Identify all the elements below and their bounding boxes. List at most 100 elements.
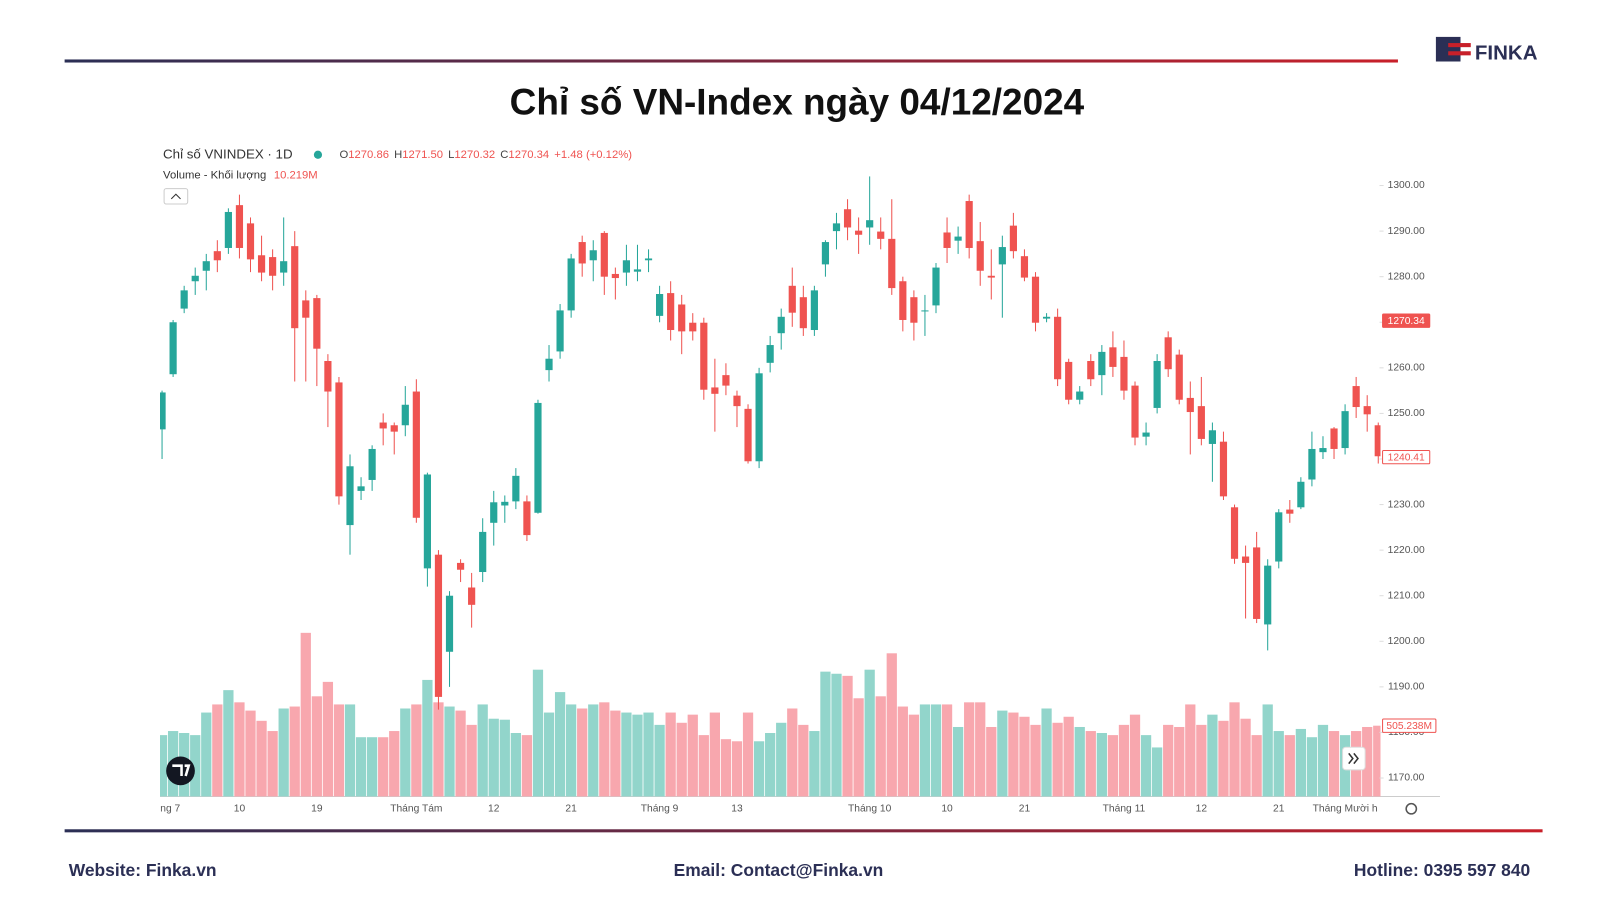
candle-body <box>246 223 255 260</box>
ohlc-key: L <box>448 149 454 161</box>
y-tick-label: 1260.00 <box>1388 363 1425 374</box>
volume-bar <box>610 710 621 797</box>
volume-bar <box>787 708 798 797</box>
volume-bar <box>499 719 510 797</box>
candle-body <box>401 404 409 426</box>
ohlc-key: H <box>394 149 402 161</box>
candle-body <box>302 300 310 318</box>
candle-body <box>622 260 631 273</box>
volume-bar <box>566 704 577 797</box>
candle-body <box>1230 507 1239 559</box>
candle-body <box>1153 361 1161 408</box>
y-tick-label: 1170.00 <box>1388 773 1425 784</box>
volume-bar <box>919 704 931 797</box>
candle-body <box>269 257 277 276</box>
volume-bar <box>1063 716 1074 797</box>
ohlc-change: +1.48 (+0.12%) <box>554 149 632 161</box>
candle-body <box>733 395 741 407</box>
volume-bar <box>554 692 566 797</box>
volume-bar <box>521 735 533 797</box>
volume-bar <box>1052 722 1063 797</box>
candle-body <box>965 201 973 248</box>
x-tick-label: Tháng Tám <box>390 803 442 814</box>
logo-text: FINKA <box>1475 42 1538 65</box>
candle-body <box>700 322 708 390</box>
volume-bar <box>300 632 311 797</box>
x-tick-label: 19 <box>311 803 323 814</box>
candle-body <box>1186 397 1194 413</box>
candle-body <box>379 422 387 429</box>
scroll-button[interactable] <box>1342 746 1366 771</box>
x-tick-label: 10 <box>941 803 953 814</box>
x-tick-label: 21 <box>565 803 577 814</box>
candle-body <box>633 269 642 272</box>
candle-body <box>1219 441 1228 497</box>
volume-bar <box>654 724 665 797</box>
candle-body <box>357 486 365 491</box>
candle-body <box>1363 406 1371 415</box>
volume-bar <box>444 706 455 797</box>
candle-body <box>1109 347 1117 367</box>
candle-body <box>512 475 520 502</box>
volume-bar <box>776 722 787 797</box>
candle-body <box>202 261 210 271</box>
status-dot <box>313 150 323 159</box>
candle-body <box>832 223 841 232</box>
volume-bar <box>1174 726 1185 797</box>
candle-body <box>667 293 675 331</box>
x-tick-label: Tháng 11 <box>1103 803 1146 814</box>
volume-bar <box>1041 708 1052 797</box>
volume-bar <box>466 724 477 797</box>
candle-body <box>921 310 929 312</box>
candle-body <box>1253 547 1261 619</box>
candle-body <box>1208 430 1216 444</box>
candle-body <box>1286 509 1294 514</box>
volume-bar <box>820 671 831 797</box>
volume-bar <box>1218 720 1229 797</box>
volume-bar <box>289 706 300 797</box>
candle-body <box>490 502 498 523</box>
volume-bar <box>986 726 997 797</box>
volume-bar <box>488 718 499 797</box>
candle-body <box>788 285 796 313</box>
volume-bar <box>742 712 754 797</box>
chart-title: Chỉ số VN-Index ngày 04/12/2024 <box>510 81 1085 122</box>
y-tick-label: 1230.00 <box>1388 499 1425 510</box>
candle-body <box>1275 512 1283 562</box>
volume-bar <box>930 704 942 797</box>
candle-body <box>1009 225 1017 252</box>
volume-bar <box>378 737 389 797</box>
candle-body <box>169 322 177 375</box>
candle-body <box>1241 556 1250 563</box>
candle-body <box>291 246 299 329</box>
candle-body <box>656 294 664 316</box>
x-tick-label: 12 <box>1196 803 1208 814</box>
x-tick-label: 21 <box>1273 803 1285 814</box>
ohlc-value: 1270.86 <box>348 149 389 161</box>
volume-bar <box>455 710 466 797</box>
candle-body <box>1330 428 1338 449</box>
volume-bar <box>1295 728 1306 797</box>
volume-bar <box>366 737 378 797</box>
candle-body <box>180 290 188 309</box>
x-tick-label: 21 <box>1019 803 1031 814</box>
volume-bar <box>1008 712 1019 797</box>
volume-bar <box>1085 731 1096 797</box>
candle-body <box>744 408 752 462</box>
y-tick-label: 1200.00 <box>1388 636 1425 647</box>
candle-body <box>866 220 874 228</box>
candle-body <box>191 275 199 282</box>
y-tick-label: 1190.00 <box>1388 682 1425 693</box>
candle-body <box>1098 351 1106 376</box>
settings-button[interactable] <box>1405 802 1418 815</box>
volume-bar <box>1129 714 1141 797</box>
price-label: 1270.34 <box>1388 316 1425 327</box>
volume-value: 10.219M <box>274 169 318 181</box>
volume-bar <box>665 712 676 797</box>
volume-bar <box>234 702 245 797</box>
volume-bar <box>753 741 765 797</box>
collapse-button[interactable] <box>163 188 189 205</box>
candle-body <box>1065 361 1073 400</box>
volume-bar <box>1140 735 1152 797</box>
candle-body <box>910 297 918 323</box>
